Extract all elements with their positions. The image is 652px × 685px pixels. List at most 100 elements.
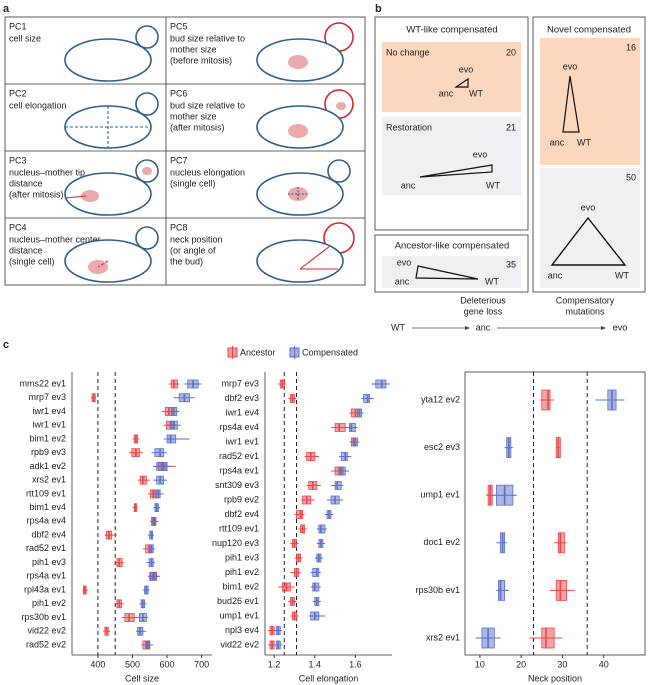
row-label: mrp7 ev3: [28, 392, 66, 402]
row-label: mrp7 ev3: [221, 378, 259, 388]
vertex-label: evo: [563, 61, 578, 71]
subgroup-box: [540, 38, 640, 165]
x-tick-label: 1.6: [349, 659, 362, 669]
pc-description: mother size: [170, 44, 217, 54]
cell-mother: [64, 172, 152, 216]
nucleus: [288, 124, 308, 138]
pc-description: nucleus–mother tip: [9, 167, 85, 177]
pc-description: (after mitosis): [170, 122, 225, 132]
count: 21: [506, 122, 516, 132]
box: [340, 452, 348, 461]
row-label: rtt109 ev1: [26, 488, 66, 498]
pc-description: distance: [9, 178, 43, 188]
box: [375, 379, 387, 389]
pc-description: (before mitosis): [170, 55, 232, 65]
box: [312, 582, 320, 592]
box: [334, 481, 342, 490]
panel-label: b: [375, 3, 382, 15]
box: [154, 448, 165, 458]
row-label: iwr1 ev1: [225, 436, 259, 446]
row-label: doc1 ev2: [423, 537, 460, 547]
cell-mother: [256, 239, 344, 283]
x-tick-label: 1.4: [309, 659, 322, 669]
subgroup-box: [382, 42, 521, 112]
panel-label: a: [3, 3, 10, 15]
box: [334, 423, 346, 432]
row-label: pih1 ev2: [225, 567, 259, 577]
vertex-label: anc: [439, 88, 454, 98]
row-label: rps4a ev4: [26, 516, 66, 526]
pc-description: cell size: [9, 33, 41, 43]
row-label: esc2 ev3: [424, 442, 460, 452]
pc-description: nucleus elongation: [170, 167, 245, 177]
vertex-label: anc: [401, 180, 416, 190]
x-tick-label: 1.2: [268, 659, 281, 669]
row-label: nup120 ev3: [212, 538, 259, 548]
pc-id: PC3: [9, 155, 27, 165]
cell-bud: [135, 226, 159, 250]
guide-line: [97, 260, 109, 268]
row-label: rtt109 ev1: [219, 523, 259, 533]
arrowhead: [465, 326, 470, 330]
row-label: mms22 ev1: [19, 378, 66, 388]
row-label: iwr1 ev4: [32, 406, 66, 416]
row-label: rps4a ev1: [26, 571, 66, 581]
pc-description: bud size relative to: [170, 33, 245, 43]
vertex-label: anc: [550, 137, 565, 147]
row-label: dbf2 ev3: [224, 393, 259, 403]
x-tick-label: 10: [475, 659, 485, 669]
row-label: rpb9 ev2: [224, 494, 259, 504]
row-label: rad52 ev1: [219, 451, 259, 461]
row-label: iwr1 ev1: [32, 420, 66, 430]
row-label: rps4a ev4: [219, 422, 259, 432]
pc-id: PC4: [9, 222, 27, 232]
row-label: pih1 ev3: [32, 557, 66, 567]
count: 35: [506, 259, 516, 269]
row-label: bim1 ev2: [222, 581, 259, 591]
x-axis-label: Cell size: [125, 673, 159, 683]
nucleus: [336, 102, 346, 110]
subgroup-box: [382, 256, 521, 288]
pc-id: PC1: [9, 21, 27, 31]
pc-id: PC8: [170, 222, 188, 232]
vertex-label: evo: [397, 257, 412, 267]
pc-description: (single cell): [9, 256, 55, 266]
pc-description: nucleus–mother center: [9, 234, 101, 244]
group-title: Novel compensated: [547, 25, 631, 36]
box: [557, 532, 565, 554]
box: [318, 524, 326, 534]
count: 50: [626, 172, 636, 182]
nucleus: [288, 55, 308, 69]
pc-description: (or angle of: [170, 245, 216, 255]
pc-id: PC2: [9, 88, 27, 98]
row-label: pih1 ev2: [32, 598, 66, 608]
count: 16: [626, 42, 636, 52]
box: [348, 423, 356, 432]
panel-label: c: [3, 339, 9, 351]
row-label: ump1 ev1: [420, 490, 460, 500]
pc-description: cell elongation: [9, 100, 67, 110]
row-label: yta12 ev2: [421, 394, 460, 404]
x-axis-label: Neck position: [528, 673, 582, 683]
step-label: gene loss: [464, 306, 503, 316]
step-label: Compensatory: [556, 295, 615, 305]
guide-line: [299, 245, 331, 270]
triangle: [415, 265, 479, 280]
flow-label: anc: [476, 322, 491, 332]
vertex-label: WT: [485, 276, 499, 286]
x-tick-label: 40: [599, 659, 609, 669]
row-label: rpb9 ev3: [31, 447, 66, 457]
subgroup-name: No change: [386, 47, 430, 57]
box: [541, 627, 555, 649]
nucleus: [142, 167, 152, 175]
cell-mother: [64, 38, 152, 82]
row-label: rps4a ev1: [219, 465, 259, 475]
subgroup-name: Restoration: [386, 122, 432, 132]
row-label: adk1 ev2: [29, 461, 66, 471]
group-box: [374, 16, 529, 231]
guide-line: [64, 195, 87, 199]
flow-label: WT: [391, 322, 405, 332]
box: [498, 580, 506, 601]
group-title: WT-like compensated: [406, 25, 497, 36]
